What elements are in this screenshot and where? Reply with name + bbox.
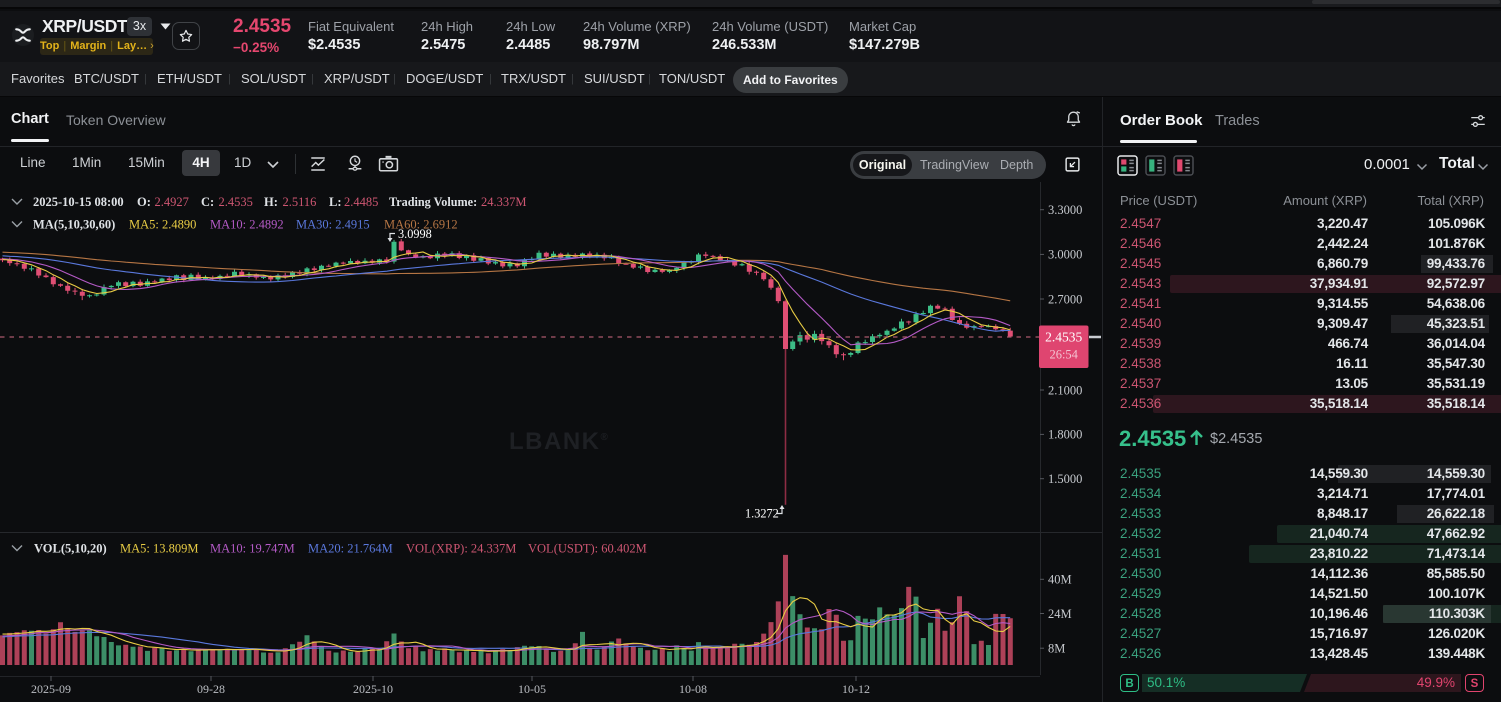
svg-text:2025-09: 2025-09 <box>31 682 71 696</box>
svg-text:C:: C: <box>201 195 214 209</box>
svg-text:L:: L: <box>329 195 342 209</box>
svg-text:2.1000: 2.1000 <box>1048 383 1082 397</box>
svg-text:O:: O: <box>137 195 151 209</box>
svg-text:2.7000: 2.7000 <box>1048 292 1082 306</box>
svg-text:2.4535: 2.4535 <box>1045 329 1082 344</box>
svg-text:LBANK®: LBANK® <box>509 428 609 455</box>
svg-text:MA60: 2.6912: MA60: 2.6912 <box>384 217 458 231</box>
svg-text:1.3272: 1.3272 <box>745 506 779 520</box>
svg-text:MA5: 13.809M: MA5: 13.809M <box>120 541 198 555</box>
svg-text:MA(5,10,30,60): MA(5,10,30,60) <box>33 217 115 231</box>
svg-text:VOL(5,10,20): VOL(5,10,20) <box>34 541 107 555</box>
svg-text:VOL(XRP): 24.337M: VOL(XRP): 24.337M <box>406 541 516 555</box>
svg-text:2.4927: 2.4927 <box>155 195 189 209</box>
svg-text:MA5: 2.4890: MA5: 2.4890 <box>129 217 196 231</box>
svg-text:3.3000: 3.3000 <box>1048 203 1082 217</box>
svg-text:1.8000: 1.8000 <box>1048 428 1082 442</box>
svg-text:10-12: 10-12 <box>842 682 870 696</box>
svg-text:10-08: 10-08 <box>679 682 707 696</box>
svg-text:MA10: 2.4892: MA10: 2.4892 <box>210 217 284 231</box>
svg-text:MA30: 2.4915: MA30: 2.4915 <box>296 217 370 231</box>
svg-text:26:54: 26:54 <box>1049 348 1078 362</box>
svg-text:24M: 24M <box>1048 607 1072 621</box>
svg-text:3.0000: 3.0000 <box>1048 248 1082 262</box>
svg-text:3.0998: 3.0998 <box>398 227 432 241</box>
svg-text:VOL(USDT): 60.402M: VOL(USDT): 60.402M <box>528 541 647 555</box>
svg-text:MA20: 21.764M: MA20: 21.764M <box>308 541 393 555</box>
svg-text:2.4485: 2.4485 <box>344 195 378 209</box>
svg-text:MA10: 19.747M: MA10: 19.747M <box>210 541 295 555</box>
svg-text:H:: H: <box>264 195 278 209</box>
svg-text:2025-10-15 08:00: 2025-10-15 08:00 <box>33 195 124 209</box>
svg-text:24.337M: 24.337M <box>481 195 527 209</box>
svg-text:09-28: 09-28 <box>197 682 225 696</box>
svg-text:40M: 40M <box>1048 573 1072 587</box>
svg-text:10-05: 10-05 <box>518 682 546 696</box>
svg-text:8M: 8M <box>1048 642 1065 656</box>
svg-text:2.4535: 2.4535 <box>219 195 253 209</box>
svg-text:2025-10: 2025-10 <box>353 682 393 696</box>
svg-text:2.5116: 2.5116 <box>283 195 317 209</box>
svg-text:1.5000: 1.5000 <box>1048 472 1082 486</box>
svg-text:Trading Volume:: Trading Volume: <box>389 195 477 209</box>
